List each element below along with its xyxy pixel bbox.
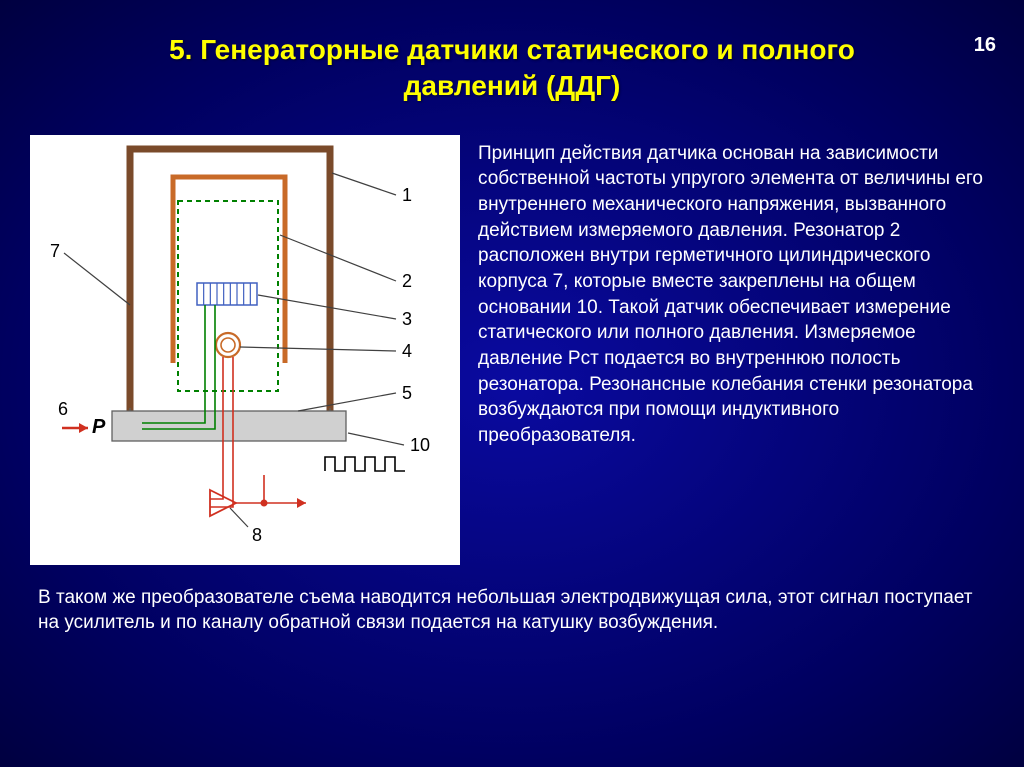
svg-text:10: 10 [410,435,430,455]
svg-text:1: 1 [402,185,412,205]
page-number: 16 [974,34,996,57]
svg-text:6: 6 [58,399,68,419]
svg-text:4: 4 [402,341,412,361]
svg-text:5: 5 [402,383,412,403]
bottom-paragraph: В таком же преобразователе съема наводит… [0,565,1024,636]
content-row: 1 2 3 4 5 10 7 6 8 P Принцип действия датчика осн… [0,125,1024,565]
sensor-diagram: 1 2 3 4 5 10 7 6 8 P [30,135,460,565]
svg-text:3: 3 [402,309,412,329]
slide-title: 5. Генераторные датчики статического и п… [0,0,1024,125]
svg-text:P: P [92,416,106,438]
diagram-container: 1 2 3 4 5 10 7 6 8 P [30,135,460,565]
body-paragraph: Принцип действия датчика основан на зави… [478,135,994,565]
svg-text:2: 2 [402,271,412,291]
svg-text:8: 8 [252,525,262,545]
svg-text:7: 7 [50,241,60,261]
